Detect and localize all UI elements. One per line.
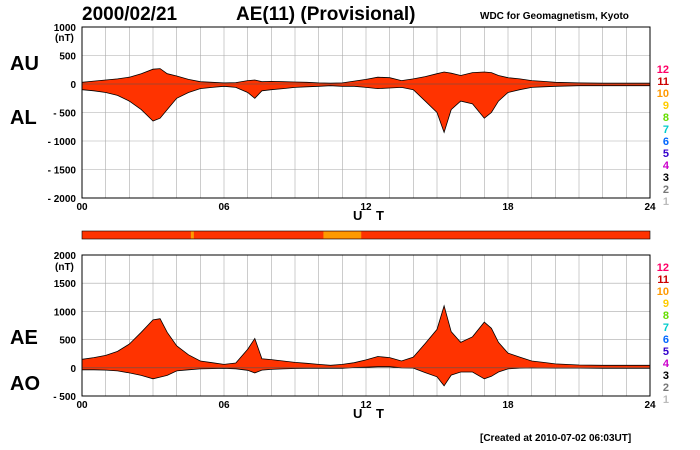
y-tick-label: 500 (59, 52, 76, 63)
y-tick-label: - 2000 (48, 194, 77, 205)
legend-level: 10 (657, 286, 669, 298)
series-line-ao (82, 366, 650, 387)
legend-level: 4 (663, 160, 670, 172)
legend-level: 1 (663, 394, 669, 406)
y-tick-label: 1000 (54, 23, 77, 34)
y-tick-label: 2000 (54, 251, 77, 262)
panel-label-ao: AO (10, 373, 40, 395)
y-unit-label: (nT) (55, 262, 74, 273)
legend-level: 12 (657, 262, 669, 274)
series-line-al (81, 85, 650, 134)
legend-level: 3 (663, 172, 669, 184)
series-area-ae-ao (82, 305, 650, 386)
x-tick-label: 18 (502, 400, 514, 411)
legend-level: 2 (663, 382, 669, 394)
x-tick-label: 00 (76, 202, 88, 213)
legend-level: 11 (657, 76, 669, 88)
legend-level: 1 (663, 196, 669, 208)
y-tick-label: 1500 (54, 279, 77, 290)
y-tick-label: - 500 (53, 109, 76, 120)
station-coverage-bar (81, 230, 651, 240)
series-area-au-al (82, 68, 650, 133)
x-axis-label: U T (353, 406, 389, 421)
y-tick-label: 0 (70, 80, 76, 91)
y-tick-label: - 500 (53, 392, 76, 403)
x-tick-label: 06 (218, 400, 230, 411)
y-unit-label: (nT) (55, 33, 74, 44)
x-axis-label: U T (353, 208, 389, 223)
x-tick-label: 24 (644, 202, 656, 213)
x-tick-label: 00 (76, 400, 88, 411)
legend-level: 2 (663, 184, 669, 196)
legend-level: 9 (663, 298, 669, 310)
y-tick-label: 500 (59, 336, 76, 347)
series-line-ae (81, 304, 650, 366)
legend-level: 4 (663, 358, 670, 370)
legend-level: 9 (663, 100, 669, 112)
chart-title: AE(11) (Provisional) (236, 4, 416, 25)
x-tick-label: 18 (502, 202, 514, 213)
legend-level: 5 (663, 148, 669, 160)
data-source: WDC for Geomagnetism, Kyoto (480, 11, 629, 22)
y-tick-label: - 1500 (48, 166, 77, 177)
x-tick-label: 06 (218, 202, 230, 213)
plot-frame (81, 26, 651, 199)
legend-level: 6 (663, 136, 669, 148)
y-tick-label: 0 (70, 364, 76, 375)
station-coverage-partial (323, 231, 362, 239)
chart-date: 2000/02/21 (82, 4, 178, 25)
plot-frame (81, 254, 651, 397)
legend-level: 8 (663, 310, 669, 322)
panel-label-au: AU (10, 53, 39, 75)
legend-level: 5 (663, 346, 669, 358)
x-tick-label: 12 (360, 400, 372, 411)
legend-level: 3 (663, 370, 669, 382)
legend-level: 11 (657, 274, 669, 286)
panel-label-ae: AE (10, 327, 38, 349)
station-coverage-partial (190, 231, 194, 239)
legend-level: 7 (663, 124, 669, 136)
legend-level: 6 (663, 334, 669, 346)
legend-level: 12 (657, 64, 669, 76)
created-timestamp: [Created at 2010-07-02 06:03UT] (480, 433, 632, 444)
panel-label-al: AL (10, 107, 37, 129)
x-tick-label: 24 (644, 400, 656, 411)
y-tick-label: 1000 (54, 307, 77, 318)
legend-level: 10 (657, 88, 669, 100)
legend-level: 7 (663, 322, 669, 334)
series-line-au (81, 68, 650, 84)
y-tick-label: - 1000 (48, 137, 77, 148)
legend-level: 8 (663, 112, 669, 124)
x-tick-label: 12 (360, 202, 372, 213)
